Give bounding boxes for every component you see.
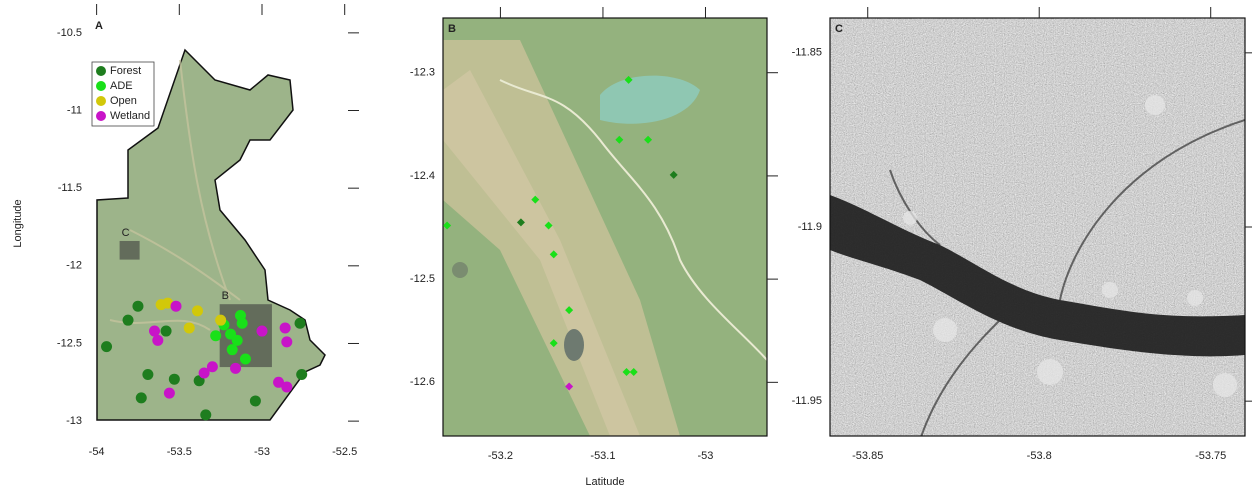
point [237,318,248,329]
point [281,336,292,347]
y-tick-label: -11.9 [798,221,822,233]
x-tick-label: -53.8 [1027,450,1052,462]
point [230,363,241,374]
x-tick-label: -53.1 [590,450,615,462]
point [169,374,180,385]
point [210,330,221,341]
point [232,335,243,346]
x-tick-label: -53.85 [852,450,883,462]
x-tick-label: -53.75 [1195,450,1226,462]
y-tick-label: -11.5 [58,182,82,194]
y-tick-label: -11.85 [792,47,822,59]
satellite-image-b [443,18,767,436]
point [101,341,112,352]
panel-label: C [835,23,843,35]
panel-label: B [448,23,456,35]
x-tick-label: -53 [698,450,714,462]
figure: -54 -53.5 -53 -52.5 -10.5 -11 -11.5 -12 -12.5 -13… [0,0,1252,491]
legend-marker [96,96,106,106]
y-tick-label: -12.4 [410,170,435,182]
x-tick-label: -54 [89,446,105,458]
point [295,318,306,329]
y-tick-label: -10.5 [57,27,82,39]
legend-marker [96,66,106,76]
point [257,326,268,337]
y-tick-label: -12.5 [57,337,82,349]
point [281,381,292,392]
x-tick-label: -53.5 [167,446,192,458]
point [123,315,134,326]
point [149,326,160,337]
x-tick-label: -53 [254,446,270,458]
point [240,354,251,365]
point [192,305,203,316]
y-tick-label: -11.95 [792,395,822,407]
point [184,322,195,333]
point [227,344,238,355]
point [280,322,291,333]
panel-label: A [95,20,103,32]
legend-marker [96,111,106,121]
point [136,392,147,403]
y-tick-label: -12.5 [410,273,435,285]
legend-label: Forest [110,65,141,77]
legend-label: ADE [110,80,133,92]
y-tick-label: -12.3 [410,67,435,79]
point [296,369,307,380]
point [215,315,226,326]
y-tick-label: -13 [66,415,82,427]
extent-box [120,241,140,260]
point [161,326,172,337]
point [164,388,175,399]
legend-label: Wetland [110,110,150,122]
legend-label: Open [110,95,137,107]
x-tick-label: -53.2 [488,450,513,462]
x-axis-label: Latitude [585,476,624,488]
point [132,301,143,312]
satellite-image-c [830,18,1245,440]
point [142,369,153,380]
point [207,361,218,372]
y-axis-label: Longitude [12,199,24,247]
point [250,395,261,406]
point [171,301,182,312]
point [200,409,211,420]
extent-label: C [122,227,130,239]
y-tick-label: -12.6 [410,376,435,388]
legend-marker [96,81,106,91]
x-tick-label: -52.5 [332,446,357,458]
y-tick-label: -11 [67,104,82,116]
extent-label: B [222,290,229,302]
y-tick-label: -12 [66,260,82,272]
